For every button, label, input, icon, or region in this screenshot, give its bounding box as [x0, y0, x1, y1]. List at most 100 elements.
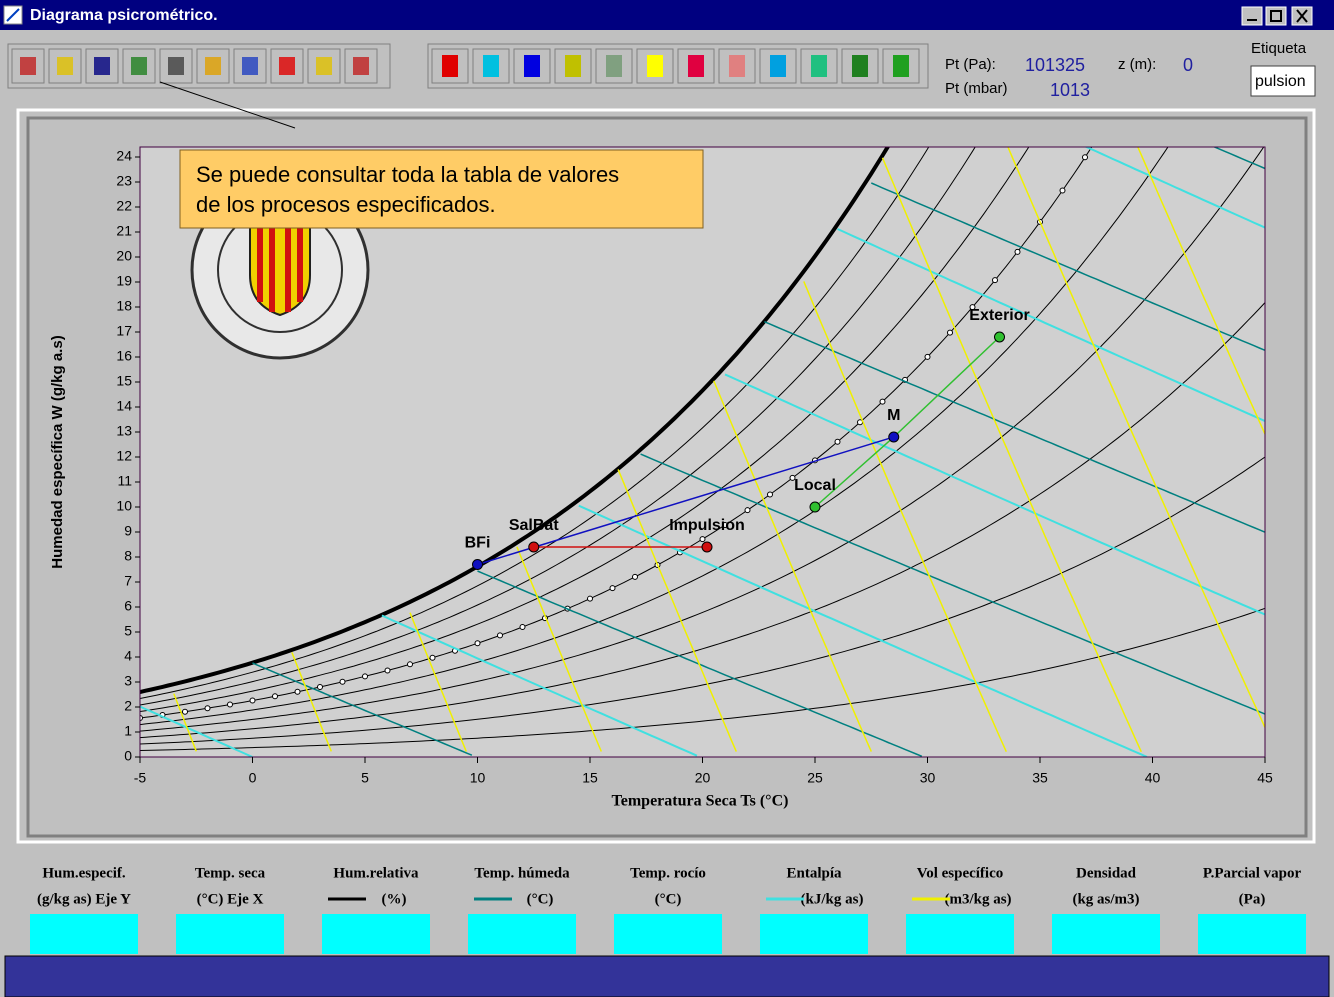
point-label: BFi [465, 535, 491, 552]
tool-icon [688, 55, 704, 77]
title-bar [0, 0, 1334, 30]
rh-curve [140, 147, 1030, 712]
maximize-button[interactable] [1265, 6, 1287, 26]
value-field [322, 914, 430, 954]
tool-button[interactable] [513, 48, 551, 84]
rh-curve [140, 147, 1265, 732]
enthalpy-line [578, 504, 1148, 757]
etiqueta-input[interactable] [1250, 65, 1316, 97]
rh-marker [227, 701, 233, 708]
rh-marker [1014, 248, 1021, 255]
tool-icon [852, 55, 868, 77]
rh-marker [474, 640, 481, 647]
rh-marker [140, 715, 143, 722]
rh-marker [744, 507, 751, 514]
rh-marker [204, 705, 211, 712]
etiqueta-value: pulsion [1255, 73, 1306, 90]
y-tick-label: 5 [124, 623, 132, 639]
value-field [906, 914, 1014, 954]
y-tick-label: 9 [124, 523, 132, 539]
process-point [994, 331, 1005, 343]
tooltip-line: Se puede consultar toda la tabla de valo… [196, 162, 619, 187]
tool-button[interactable] [270, 48, 304, 84]
legend-title: Temp. húmeda [474, 865, 570, 881]
point-label: Impulsion [669, 517, 745, 534]
legend-title: Entalpía [786, 865, 842, 881]
legend-title: Hum.especif. [42, 865, 126, 881]
tooltip [179, 149, 704, 229]
tool-icon [353, 57, 369, 75]
etiqueta-label: Etiqueta [1251, 40, 1307, 57]
x-tick-label: 45 [1257, 770, 1273, 786]
tool-icon [20, 57, 36, 75]
psychrometric-lines [140, 147, 1265, 757]
legend-title: Densidad [1076, 865, 1137, 881]
tool-icon [524, 55, 540, 77]
y-tick-label: 24 [116, 148, 132, 164]
tool-icon [316, 57, 332, 75]
enthalpy-line [837, 228, 1265, 423]
y-tick-label: 7 [124, 573, 132, 589]
rh-marker [429, 654, 436, 661]
tool-button[interactable] [11, 48, 45, 84]
tool-icon [893, 55, 909, 77]
window-title: Diagrama psicrométrico. [30, 7, 218, 24]
tool-button[interactable] [677, 48, 715, 84]
y-tick-label: 0 [124, 748, 132, 764]
y-tick-label: 12 [116, 448, 132, 464]
value-field [30, 914, 138, 954]
rh-marker [1082, 154, 1088, 161]
rh-marker [272, 693, 278, 700]
volume-line [803, 281, 1007, 753]
y-tick-label: 10 [116, 498, 132, 514]
axes: -5 0 5 10 15 20 25 30 35 40 4501234567891011121314… [116, 148, 1273, 786]
wet-bulb-line [640, 453, 1265, 715]
rh-marker [294, 688, 301, 695]
rh-curve [140, 147, 930, 699]
legend-title: P.Parcial vapor [1203, 865, 1302, 881]
rh-marker [497, 632, 503, 639]
window-controls[interactable] [1241, 6, 1313, 26]
legend-title: Temp. seca [195, 865, 266, 881]
volume-line [516, 546, 602, 752]
minimize-button[interactable] [1241, 6, 1263, 26]
rh-marker [317, 683, 323, 690]
x-tick-label: 35 [1032, 770, 1048, 786]
wet-bulb-line [871, 182, 1265, 351]
x-tick-label: 5 [361, 770, 369, 786]
y-tick-label: 1 [124, 723, 132, 739]
tool-icon [131, 57, 147, 75]
rh-marker [789, 474, 796, 481]
x-tick-label: 10 [470, 770, 486, 786]
x-tick-label: 30 [920, 770, 936, 786]
rh-marker [969, 304, 976, 311]
y-axis-label: Humedad específica W (g/kg a.s) [49, 335, 66, 568]
rh-marker [339, 678, 346, 685]
enthalpy-line [1084, 147, 1265, 229]
legend-title: Vol específico [917, 865, 1004, 881]
process-point [809, 501, 821, 513]
rh-marker [182, 708, 188, 715]
status-bar [4, 955, 1330, 997]
volume-line [881, 157, 1142, 753]
rh-marker [1059, 187, 1066, 194]
rh-marker [407, 661, 413, 668]
wet-bulb-line [764, 321, 1265, 533]
enthalpy-line [724, 373, 1265, 616]
rh-marker [699, 536, 706, 543]
x-tick-label: 0 [249, 770, 257, 786]
volume-line [409, 612, 467, 752]
tool-icon [279, 57, 295, 75]
tool-icon [729, 55, 745, 77]
z-value: 0 [1183, 55, 1193, 75]
rh-marker [992, 277, 998, 284]
x-tick-label: -5 [134, 770, 147, 786]
pt-mbar-label: Pt (mbar) [945, 80, 1008, 97]
y-tick-label: 3 [124, 673, 132, 689]
y-tick-label: 2 [124, 698, 132, 714]
process-points: BFi SalBat Impulsion Local M Exterior [465, 307, 1030, 570]
rh-curve [140, 607, 1265, 751]
rh-marker [924, 353, 931, 360]
x-tick-label: 25 [807, 770, 823, 786]
